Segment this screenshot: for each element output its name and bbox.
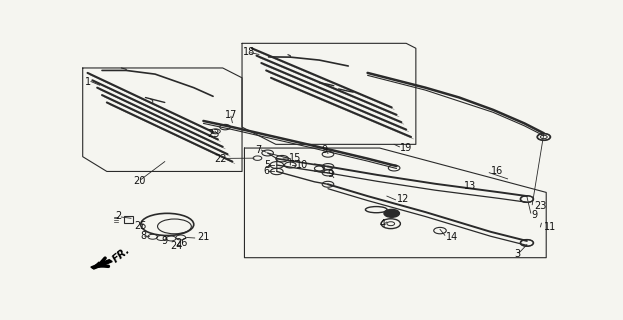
Text: 4: 4 bbox=[379, 220, 386, 229]
Text: 15: 15 bbox=[289, 153, 302, 163]
Text: 1: 1 bbox=[85, 76, 91, 86]
Text: 3: 3 bbox=[515, 249, 520, 259]
Text: 22: 22 bbox=[214, 154, 227, 164]
Text: 25: 25 bbox=[135, 221, 147, 231]
Text: 12: 12 bbox=[397, 194, 409, 204]
Text: 23: 23 bbox=[207, 130, 219, 140]
Text: 9: 9 bbox=[532, 210, 538, 220]
Text: 7: 7 bbox=[255, 145, 262, 155]
Text: 21: 21 bbox=[197, 233, 210, 243]
Text: 14: 14 bbox=[446, 232, 458, 242]
Polygon shape bbox=[92, 262, 105, 268]
Text: 17: 17 bbox=[225, 110, 237, 120]
Text: 10: 10 bbox=[296, 160, 308, 170]
Text: 9: 9 bbox=[161, 236, 168, 246]
Text: 11: 11 bbox=[545, 222, 556, 232]
Text: 5: 5 bbox=[264, 160, 270, 170]
Circle shape bbox=[384, 209, 399, 217]
Text: 9: 9 bbox=[321, 145, 328, 155]
Text: 9: 9 bbox=[327, 169, 333, 180]
Text: 16: 16 bbox=[491, 166, 503, 176]
Polygon shape bbox=[91, 260, 112, 269]
Text: 18: 18 bbox=[243, 47, 255, 57]
Text: 6: 6 bbox=[264, 166, 270, 176]
Text: 24: 24 bbox=[171, 241, 183, 251]
Text: 20: 20 bbox=[133, 176, 146, 186]
Text: 2: 2 bbox=[115, 211, 121, 221]
Text: 19: 19 bbox=[401, 143, 412, 153]
Text: 23: 23 bbox=[534, 201, 546, 211]
Text: 8: 8 bbox=[141, 230, 147, 241]
Text: 26: 26 bbox=[176, 238, 188, 248]
Text: FR.: FR. bbox=[111, 244, 132, 264]
Text: 13: 13 bbox=[464, 181, 477, 191]
